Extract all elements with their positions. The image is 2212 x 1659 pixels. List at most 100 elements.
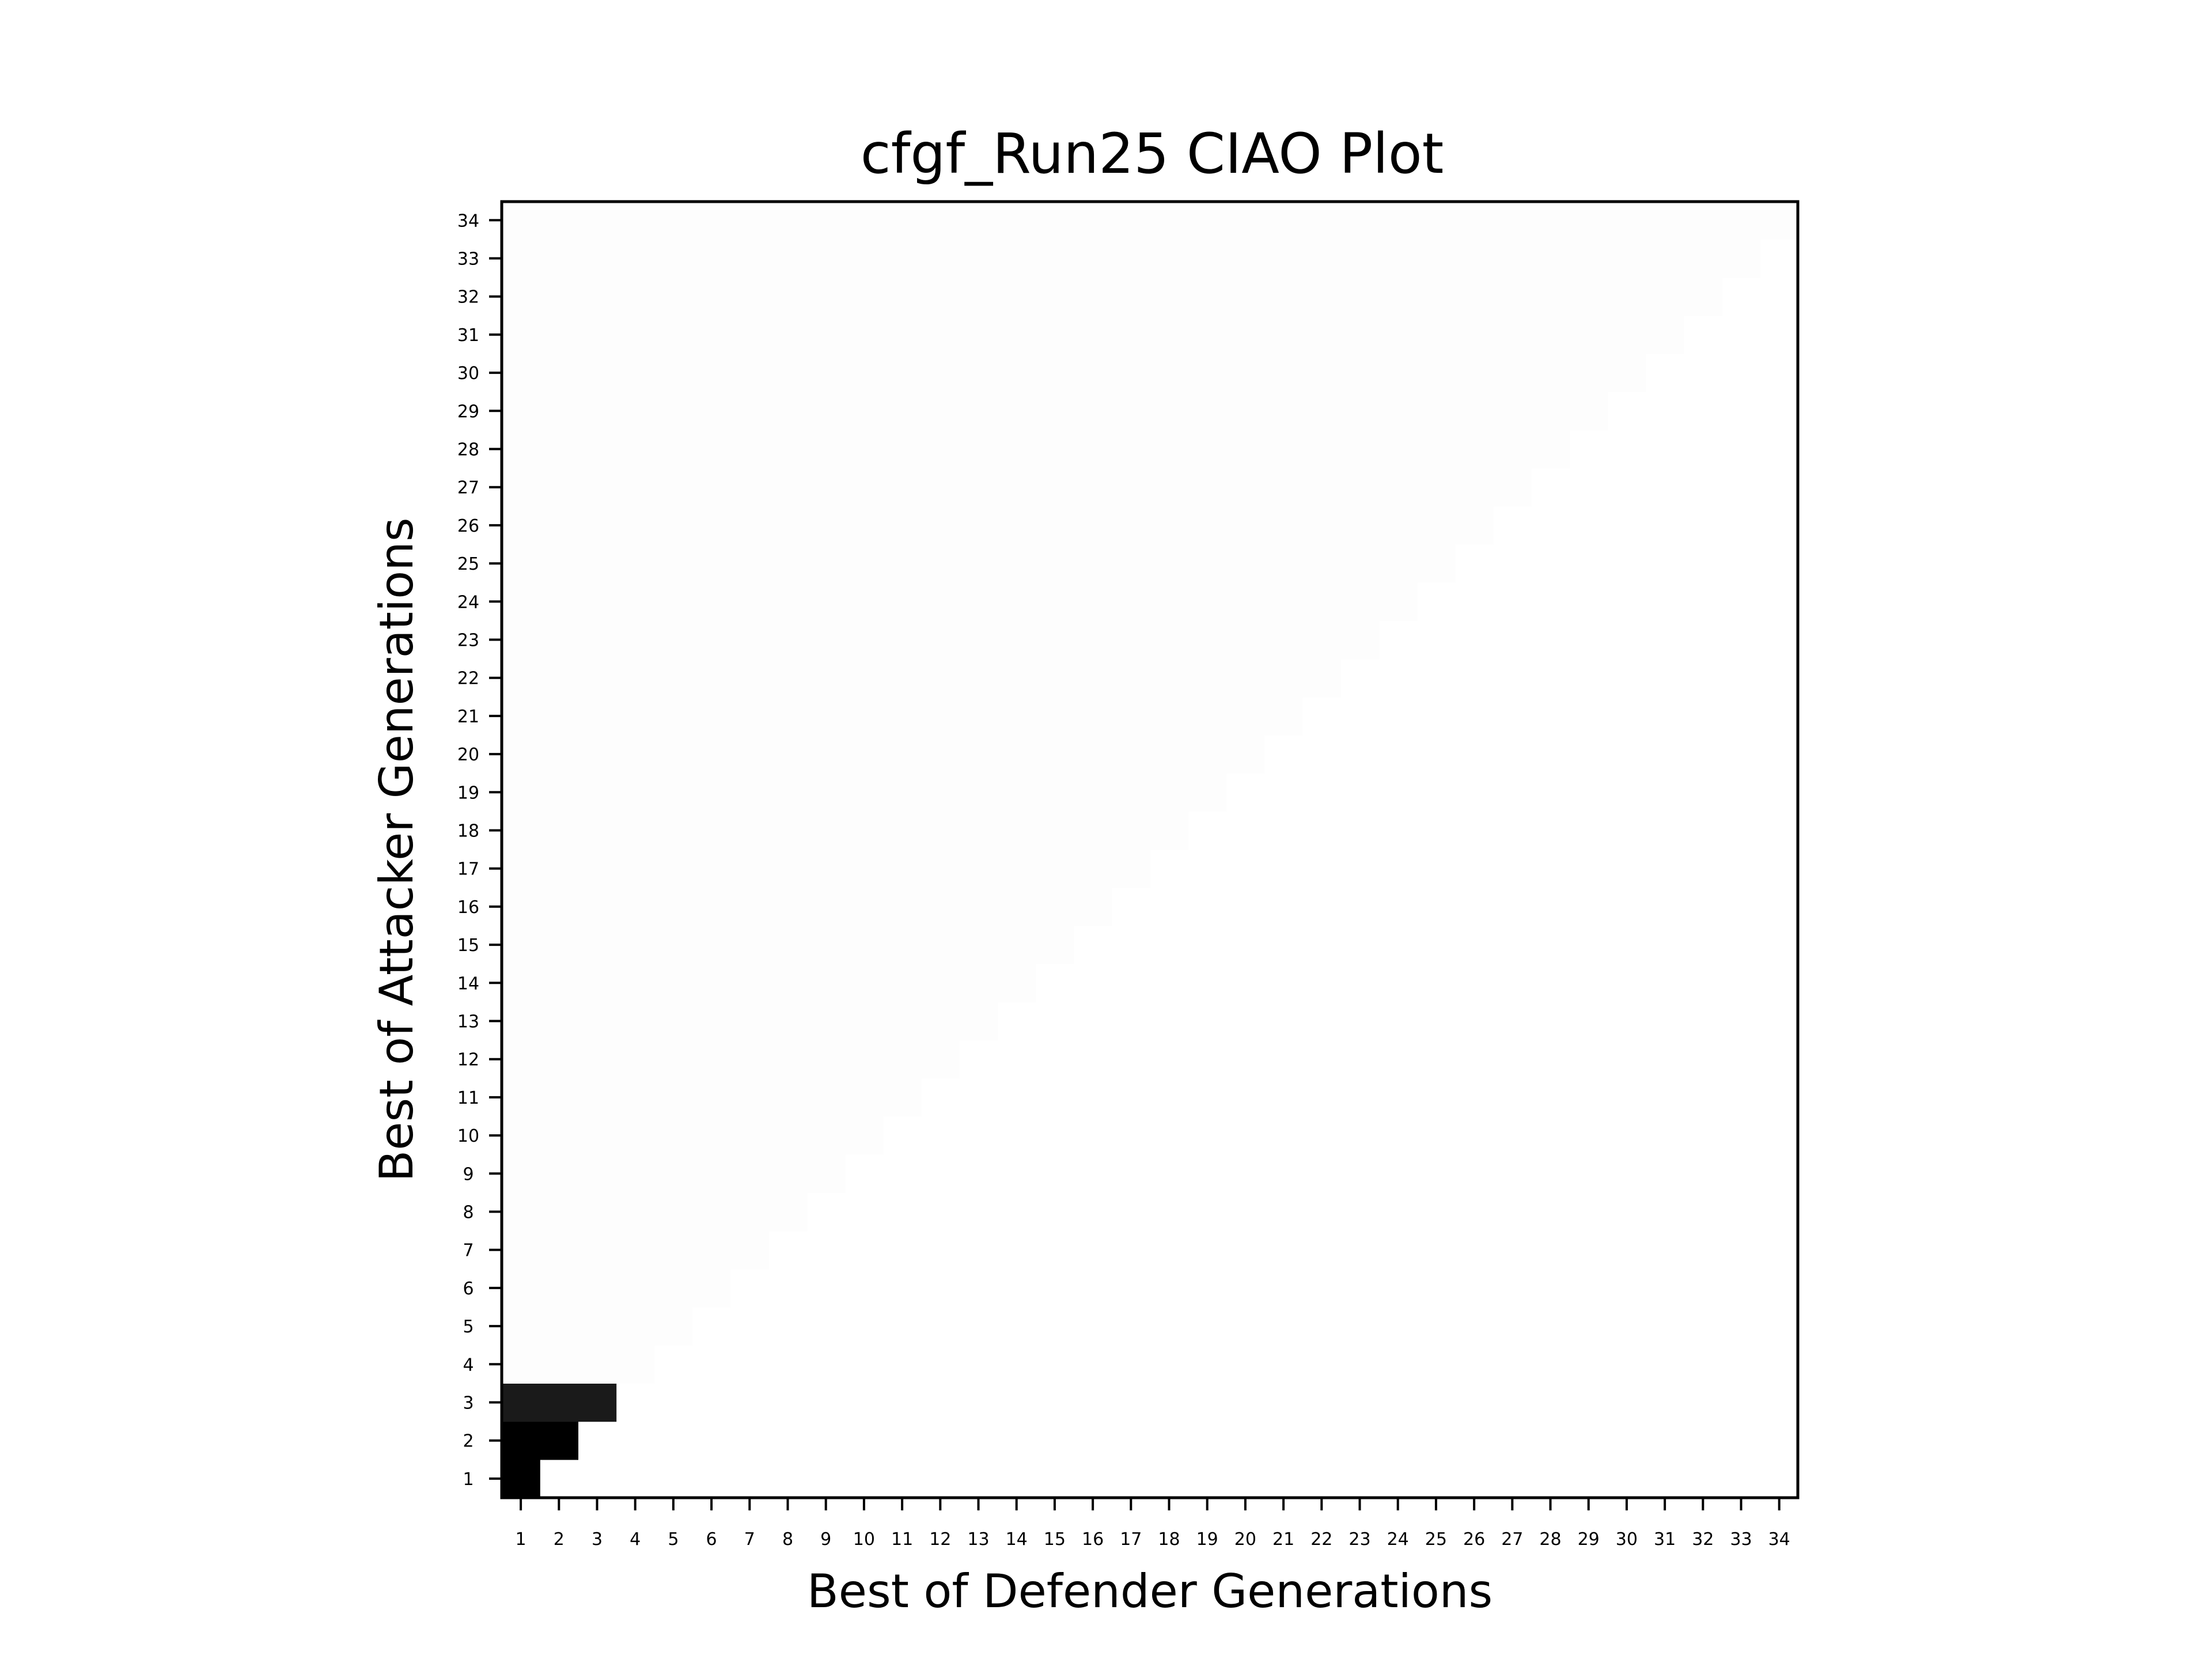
heatmap-cell-a14-d8 (768, 964, 808, 1002)
heatmap-cell-a15-d7 (730, 926, 769, 964)
heatmap-cell-a25-d20 (1226, 544, 1265, 583)
heatmap-cell-a18-d7 (730, 811, 769, 850)
heatmap-cell-a18-d12 (921, 811, 960, 850)
heatmap-cell-a28-d20 (1226, 430, 1265, 469)
heatmap-cell-a32-d14 (997, 277, 1036, 316)
heatmap-cell-a30-d21 (1264, 354, 1303, 392)
heatmap-cell-a33-d11 (883, 239, 922, 278)
heatmap-cell-a34-d26 (1455, 201, 1494, 240)
y-tick-label-23: 23 (457, 631, 479, 651)
heatmap-cell-a20-d5 (654, 735, 693, 774)
y-axis-ticks: 1234567891011121314151617181920212223242… (457, 211, 502, 1490)
x-tick-label-33: 33 (1730, 1529, 1752, 1550)
heatmap-cell-a32-d20 (1226, 277, 1265, 316)
heatmap-cells (502, 201, 1799, 1498)
heatmap-cell-a32-d23 (1340, 277, 1380, 316)
heatmap-cell-a19-d12 (921, 773, 960, 812)
x-tick-label-1: 1 (516, 1529, 527, 1550)
heatmap-cell-a28-d4 (616, 430, 655, 469)
heatmap-cell-a26-d17 (1112, 506, 1150, 545)
heatmap-cell-a11-d8 (768, 1078, 808, 1117)
y-tick-label-30: 30 (457, 363, 479, 384)
y-tick-label-10: 10 (457, 1126, 479, 1146)
heatmap-cell-a30-d9 (806, 354, 846, 392)
heatmap-cell-a18-d18 (1150, 811, 1189, 850)
heatmap-cell-a33-d27 (1493, 239, 1532, 278)
heatmap-cell-a2-d2 (540, 1421, 578, 1460)
heatmap-cell-a15-d12 (921, 926, 960, 964)
heatmap-cell-a21-d10 (844, 696, 884, 736)
heatmap-cell-a15-d13 (959, 926, 998, 964)
heatmap-cell-a26-d20 (1226, 506, 1265, 545)
heatmap-cell-a11-d2 (540, 1078, 578, 1117)
heatmap-cell-a20-d15 (1035, 735, 1074, 774)
y-tick-label-4: 4 (463, 1355, 474, 1375)
heatmap-cell-a32-d12 (921, 277, 960, 316)
heatmap-cell-a30-d20 (1226, 354, 1265, 392)
heatmap-cell-a14-d10 (844, 964, 884, 1002)
heatmap-cell-a15-d6 (692, 926, 731, 964)
heatmap-cell-a27-d24 (1378, 468, 1418, 507)
y-tick-label-9: 9 (463, 1164, 474, 1184)
heatmap-cell-a29-d28 (1531, 392, 1570, 430)
x-tick-label-32: 32 (1692, 1529, 1714, 1550)
heatmap-cell-a15-d11 (883, 926, 922, 964)
heatmap-cell-a34-d3 (578, 201, 617, 240)
heatmap-cell-a32-d22 (1302, 277, 1341, 316)
heatmap-cell-a32-d8 (768, 277, 808, 316)
y-tick-label-2: 2 (463, 1431, 474, 1452)
heatmap-cell-a7-d5 (654, 1230, 693, 1270)
heatmap-cell-a14-d1 (502, 964, 540, 1002)
heatmap-cell-a28-d21 (1264, 430, 1303, 469)
heatmap-cell-a13-d13 (959, 1002, 998, 1041)
y-tick-label-27: 27 (457, 478, 479, 498)
heatmap-cell-a25-d15 (1035, 544, 1074, 583)
heatmap-cell-a32-d2 (540, 277, 578, 316)
heatmap-cell-a27-d14 (997, 468, 1036, 507)
heatmap-cell-a25-d4 (616, 544, 655, 583)
heatmap-cell-a9-d9 (806, 1154, 846, 1193)
heatmap-cell-a15-d5 (654, 926, 693, 964)
heatmap-cell-a15-d15 (1035, 926, 1074, 964)
heatmap-cell-a24-d3 (578, 582, 617, 621)
heatmap-cell-a20-d6 (692, 735, 731, 774)
heatmap-cell-a13-d1 (502, 1002, 540, 1041)
heatmap-cell-a22-d19 (1188, 658, 1227, 698)
heatmap-cell-a23-d5 (654, 620, 693, 660)
heatmap-cell-a31-d24 (1378, 315, 1418, 354)
heatmap-cell-a32-d18 (1150, 277, 1189, 316)
heatmap-cell-a8-d6 (692, 1192, 731, 1232)
heatmap-cell-a29-d3 (578, 392, 617, 430)
heatmap-cell-a29-d15 (1035, 392, 1074, 430)
heatmap-cell-a29-d9 (806, 392, 846, 430)
heatmap-cell-a23-d12 (921, 620, 960, 660)
heatmap-cell-a22-d12 (921, 658, 960, 698)
heatmap-cell-a21-d4 (616, 696, 655, 736)
heatmap-cell-a28-d2 (540, 430, 578, 469)
x-tick-label-14: 14 (1006, 1529, 1028, 1550)
heatmap-cell-a34-d14 (997, 201, 1036, 240)
x-tick-label-16: 16 (1082, 1529, 1104, 1550)
heatmap-cell-a34-d10 (844, 201, 884, 240)
heatmap-cell-a33-d13 (959, 239, 998, 278)
heatmap-cell-a22-d22 (1302, 658, 1341, 698)
heatmap-cell-a30-d1 (502, 354, 540, 392)
y-tick-label-1: 1 (463, 1469, 474, 1490)
heatmap-cell-a17-d15 (1035, 849, 1074, 888)
heatmap-cell-a20-d19 (1188, 735, 1227, 774)
heatmap-cell-a14-d12 (921, 964, 960, 1002)
heatmap-cell-a30-d13 (959, 354, 998, 392)
x-tick-label-2: 2 (554, 1529, 565, 1550)
heatmap-cell-a19-d18 (1150, 773, 1189, 812)
heatmap-cell-a18-d3 (578, 811, 617, 850)
heatmap-cell-a18-d2 (540, 811, 578, 850)
heatmap-cell-a13-d12 (921, 1002, 960, 1041)
x-tick-label-18: 18 (1158, 1529, 1180, 1550)
y-tick-label-19: 19 (457, 783, 479, 803)
heatmap-cell-a25-d5 (654, 544, 693, 583)
heatmap-cell-a12-d2 (540, 1040, 578, 1079)
heatmap-cell-a9-d6 (692, 1154, 731, 1193)
heatmap-cell-a26-d14 (997, 506, 1036, 545)
heatmap-cell-a33-d19 (1188, 239, 1227, 278)
heatmap-cell-a17-d3 (578, 849, 617, 888)
